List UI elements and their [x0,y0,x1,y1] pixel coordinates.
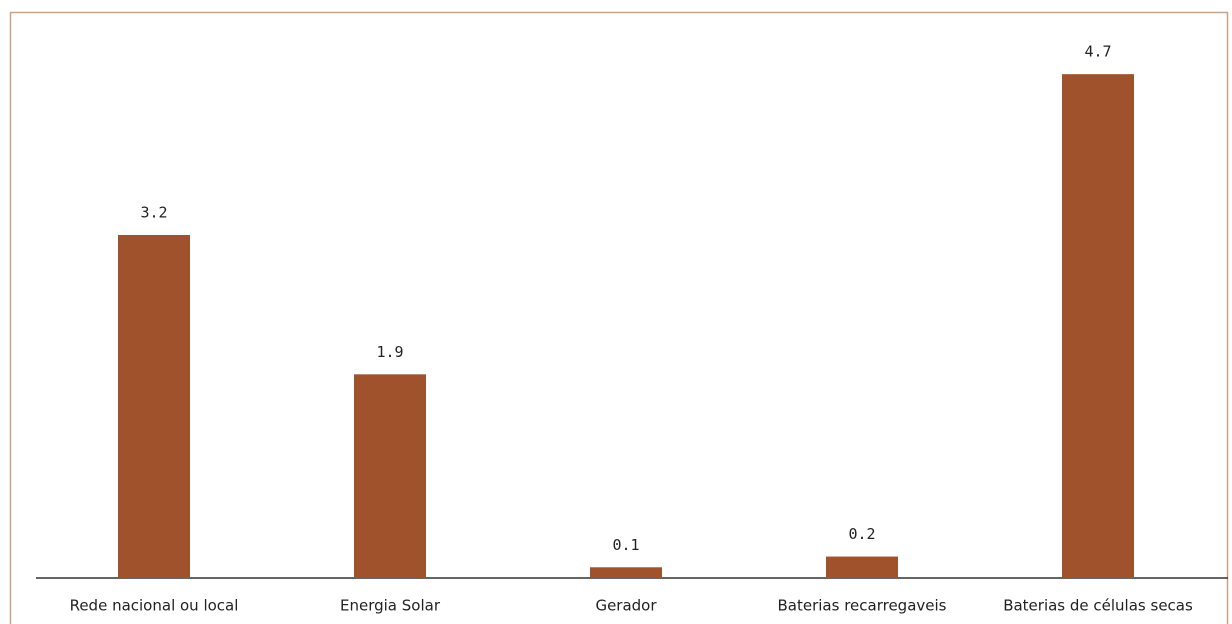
bar [826,556,898,578]
x-tick-label: Baterias recarregaveis [778,597,947,615]
value-label: 1.9 [376,343,403,361]
bar [354,374,426,578]
value-label: 3.2 [140,203,167,221]
x-tick-label: Baterias de células secas [1003,597,1193,615]
x-tick-label: Energia Solar [340,597,441,615]
value-label: 4.7 [1084,43,1111,61]
x-tick-label: Gerador [595,597,657,615]
bar [590,567,662,578]
bar [1062,74,1134,578]
value-label: 0.1 [612,536,639,554]
chart-frame [9,11,1229,624]
value-label: 0.2 [848,525,875,543]
x-tick-label: Rede nacional ou local [70,597,239,615]
bar [118,234,190,578]
